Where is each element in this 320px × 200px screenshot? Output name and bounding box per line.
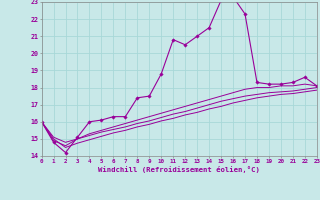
X-axis label: Windchill (Refroidissement éolien,°C): Windchill (Refroidissement éolien,°C) xyxy=(98,166,260,173)
